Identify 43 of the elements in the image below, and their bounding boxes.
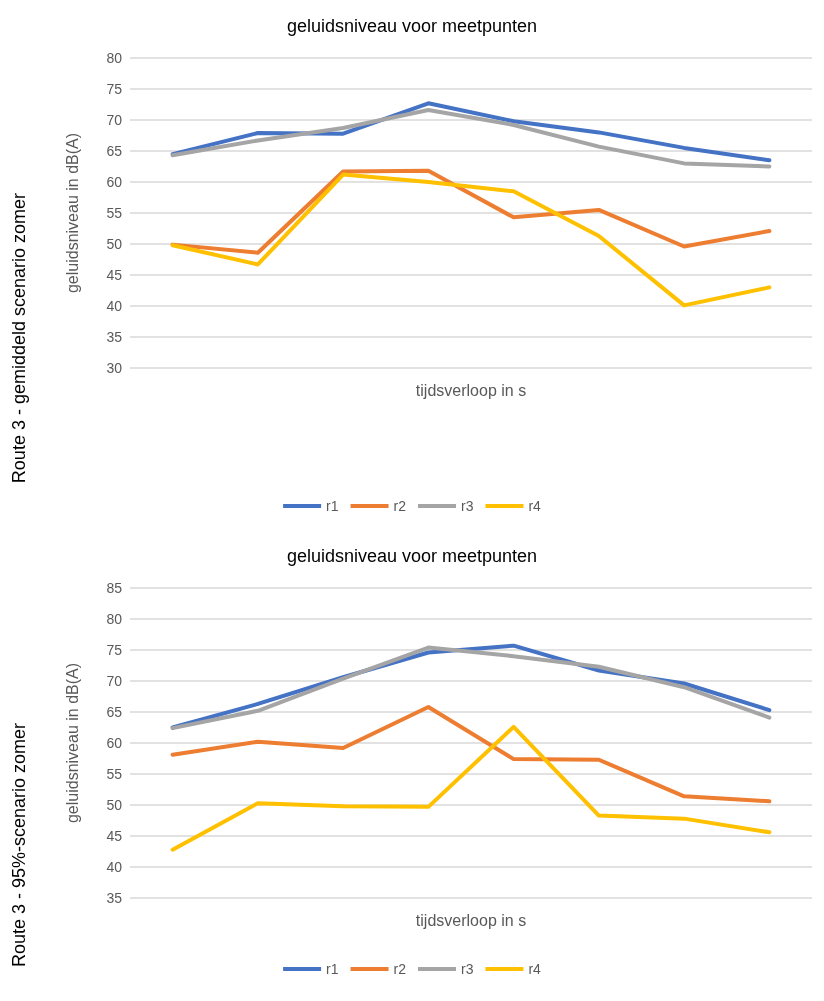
y-tick-label: 60 bbox=[106, 735, 123, 751]
y-tick-label: 75 bbox=[106, 642, 123, 658]
y-tick-label: 70 bbox=[106, 673, 123, 689]
line-series bbox=[170, 724, 772, 852]
y-tick-label: 70 bbox=[106, 112, 123, 128]
legend-label: r1 bbox=[326, 498, 339, 514]
line-series bbox=[170, 108, 772, 169]
legend-label: r2 bbox=[393, 961, 407, 977]
text: Route 3 - gemiddeld scenario zomer bbox=[9, 192, 29, 484]
legend-label: r3 bbox=[461, 961, 474, 977]
x-axis-title: tijdsverloop in s bbox=[415, 911, 527, 929]
y-tick-label: 75 bbox=[106, 81, 123, 97]
legend-label: r2 bbox=[393, 498, 407, 514]
y-tick-label: 45 bbox=[106, 828, 123, 844]
line-series bbox=[170, 705, 772, 804]
y-tick-label: 35 bbox=[106, 329, 123, 345]
y-tick-label: 55 bbox=[106, 766, 123, 782]
legend-label: r3 bbox=[461, 498, 474, 514]
line-series bbox=[170, 168, 772, 255]
y-tick-label: 50 bbox=[106, 236, 123, 252]
legend-label: r1 bbox=[326, 961, 339, 977]
y-tick-label: 65 bbox=[106, 704, 123, 720]
line-series bbox=[170, 172, 772, 308]
chart-title: geluidsniveau voor meetpunten bbox=[286, 546, 538, 566]
chart-title: geluidsniveau voor meetpunten bbox=[286, 16, 538, 36]
y-tick-label: 85 bbox=[106, 580, 123, 596]
y-tick-label: 80 bbox=[106, 50, 123, 66]
x-axis-title: tijdsverloop in s bbox=[415, 381, 527, 399]
y-axis-title: geluidsniveau in dB(A) bbox=[63, 662, 81, 824]
y-tick-label: 50 bbox=[106, 797, 123, 813]
legend-label: r4 bbox=[528, 498, 542, 514]
y-tick-label: 40 bbox=[106, 298, 123, 314]
y-tick-label: 65 bbox=[106, 143, 123, 159]
text: Route 3 - 95%-scenario zomer bbox=[9, 722, 29, 968]
y-tick-label: 80 bbox=[106, 611, 123, 627]
legend-label: r4 bbox=[528, 961, 542, 977]
y-tick-label: 45 bbox=[106, 267, 123, 283]
y-tick-label: 35 bbox=[106, 890, 123, 906]
y-tick-label: 55 bbox=[106, 205, 123, 221]
y-tick-label: 40 bbox=[106, 859, 123, 875]
y-tick-label: 30 bbox=[106, 360, 123, 376]
y-tick-label: 60 bbox=[106, 174, 123, 190]
y-axis-title: geluidsniveau in dB(A) bbox=[63, 132, 81, 294]
